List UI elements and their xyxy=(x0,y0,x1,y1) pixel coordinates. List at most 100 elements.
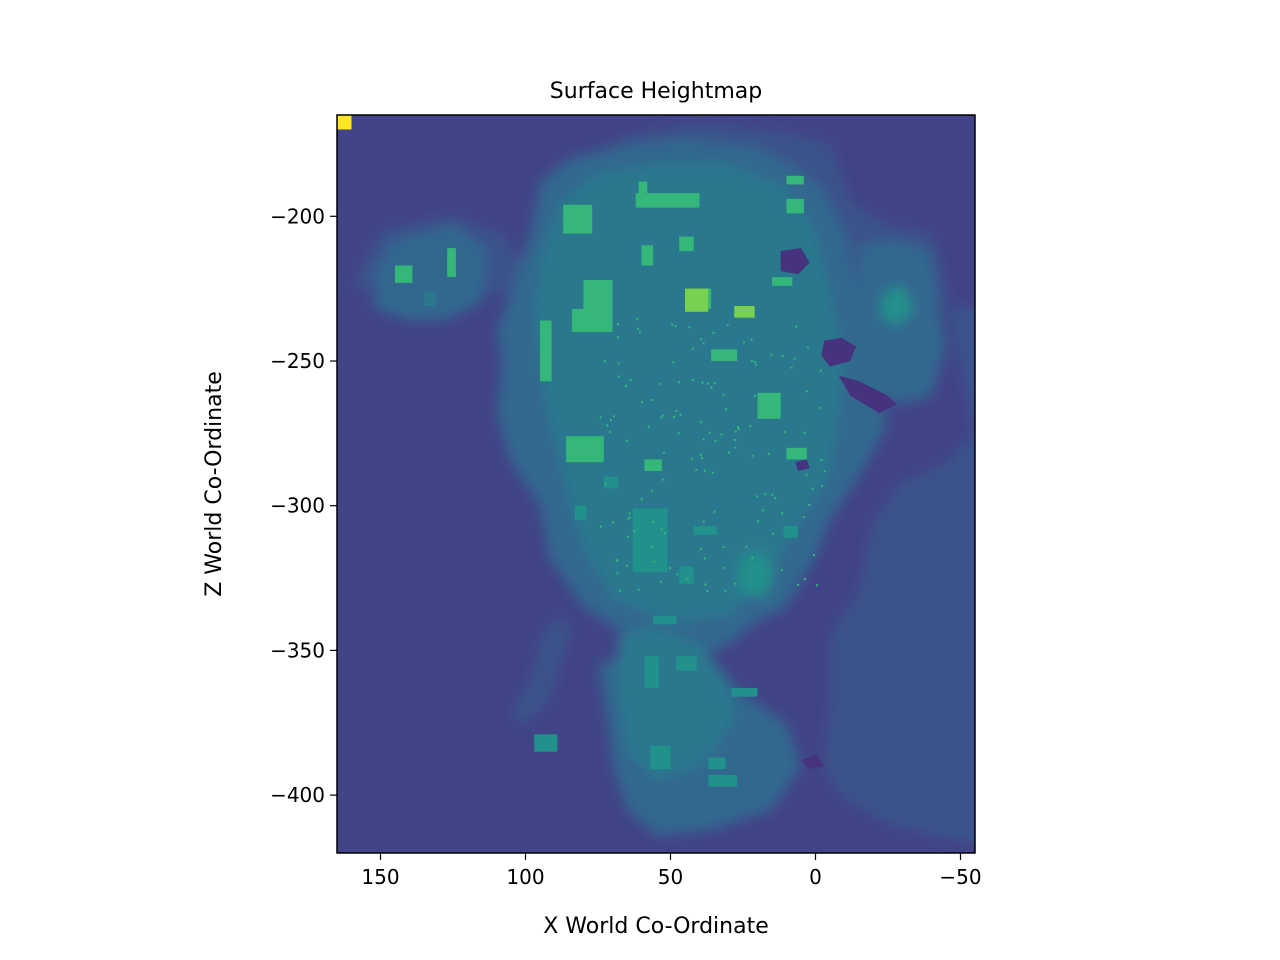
terrain-speck xyxy=(651,545,654,548)
terrain-speck xyxy=(745,545,748,548)
terrain-speck xyxy=(734,430,737,433)
terrain-speck xyxy=(603,360,606,363)
terrain-block-21 xyxy=(447,248,456,277)
terrain-region-8 xyxy=(740,552,775,599)
terrain-speck xyxy=(737,426,739,429)
heightmap-surface xyxy=(337,115,975,843)
terrain-block-18 xyxy=(786,447,807,460)
terrain-speck xyxy=(781,355,784,358)
terrain-block-31 xyxy=(534,734,558,752)
terrain-speck xyxy=(749,425,752,428)
terrain-speck xyxy=(770,353,773,356)
terrain-block-8 xyxy=(786,198,804,214)
terrain-speck xyxy=(722,394,725,397)
terrain-speck xyxy=(617,336,620,339)
terrain-specks xyxy=(599,317,826,592)
terrain-region-9 xyxy=(879,285,915,327)
terrain-pit-0 xyxy=(780,248,810,275)
terrain-speck xyxy=(734,582,737,585)
terrain-pit-3 xyxy=(795,459,810,471)
terrain-speck xyxy=(629,379,632,382)
terrain-speck xyxy=(633,530,636,533)
terrain-speck xyxy=(764,493,767,496)
terrain-block-15 xyxy=(711,349,738,361)
terrain-speck xyxy=(627,535,629,538)
y-tick-label: −250 xyxy=(270,349,325,373)
terrain-speck xyxy=(820,459,823,461)
x-tick-label: 50 xyxy=(658,865,683,889)
terrain-speck xyxy=(753,361,756,363)
terrain-speck xyxy=(652,521,654,523)
terrain-speck xyxy=(671,323,674,326)
terrain-speck xyxy=(653,560,656,563)
terrain-speck xyxy=(612,415,615,418)
y-axis-label: Z World Co-Ordinate xyxy=(202,371,227,597)
terrain-speck xyxy=(616,572,619,575)
terrain-speck xyxy=(659,382,662,385)
y-axis-ticks: −200 −250 −300 −350 −400 xyxy=(270,204,337,807)
terrain-speck xyxy=(674,325,677,328)
terrain-speck xyxy=(819,369,822,372)
terrain-block-33 xyxy=(603,476,619,489)
terrain-speck xyxy=(676,573,679,576)
terrain-speck xyxy=(617,362,620,365)
terrain-speck xyxy=(767,452,770,455)
terrain-speck xyxy=(691,457,694,460)
terrain-block-36 xyxy=(783,526,799,538)
terrain-speck xyxy=(629,516,632,519)
terrain-block-16 xyxy=(757,392,781,419)
terrain-speck xyxy=(733,438,736,441)
terrain-speck xyxy=(688,326,691,329)
terrain-speck xyxy=(662,414,665,417)
terrain-speck xyxy=(702,342,705,345)
terrain-speck xyxy=(677,432,680,435)
terrain-speck xyxy=(797,583,800,586)
terrain-speck xyxy=(757,520,760,523)
terrain-speck xyxy=(756,495,758,498)
terrain-speck xyxy=(617,323,619,326)
terrain-speck xyxy=(728,451,730,454)
terrain-speck xyxy=(795,325,798,328)
terrain-speck xyxy=(637,588,640,591)
terrain-speck xyxy=(704,583,707,586)
terrain-speck xyxy=(803,578,806,581)
terrain-block-5 xyxy=(563,204,593,234)
chart-title: Surface Heightmap xyxy=(550,79,762,104)
terrain-speck xyxy=(753,394,756,397)
terrain-speck xyxy=(699,453,702,456)
terrain-speck xyxy=(625,564,628,567)
terrain-block-23 xyxy=(632,508,668,573)
corner-peak xyxy=(337,115,352,130)
terrain-block-28 xyxy=(650,745,671,770)
terrain-speck xyxy=(734,446,737,449)
terrain-speck xyxy=(662,451,665,454)
terrain-speck xyxy=(615,559,618,562)
terrain-speck xyxy=(612,521,615,524)
terrain-pit-2 xyxy=(838,375,897,414)
terrain-speck xyxy=(675,409,678,412)
terrain-speck xyxy=(702,438,705,441)
terrain-block-30 xyxy=(708,774,738,787)
terrain-speck xyxy=(660,528,663,531)
terrain-block-34 xyxy=(693,526,717,535)
terrain-speck xyxy=(771,493,774,496)
terrain-speck xyxy=(722,546,725,548)
terrain-speck xyxy=(662,478,665,481)
terrain-block-26 xyxy=(676,656,697,671)
terrain-block-2 xyxy=(571,308,613,333)
terrain-speck xyxy=(637,327,640,330)
terrain-block-32 xyxy=(574,505,587,521)
terrain-speck xyxy=(737,428,740,430)
terrain-speck xyxy=(640,498,643,501)
terrain-speck xyxy=(659,580,662,583)
x-axis-ticks: 150 100 50 0 −50 xyxy=(361,853,982,889)
terrain-speck xyxy=(660,416,663,419)
terrain-speck xyxy=(618,375,620,378)
terrain-block-25 xyxy=(644,656,659,688)
terrain-speck xyxy=(700,421,702,424)
terrain-speck xyxy=(784,430,787,433)
terrain-speck xyxy=(700,456,703,459)
terrain-speck xyxy=(636,317,639,320)
terrain-speck xyxy=(774,497,777,500)
terrain-block-7 xyxy=(638,181,648,194)
